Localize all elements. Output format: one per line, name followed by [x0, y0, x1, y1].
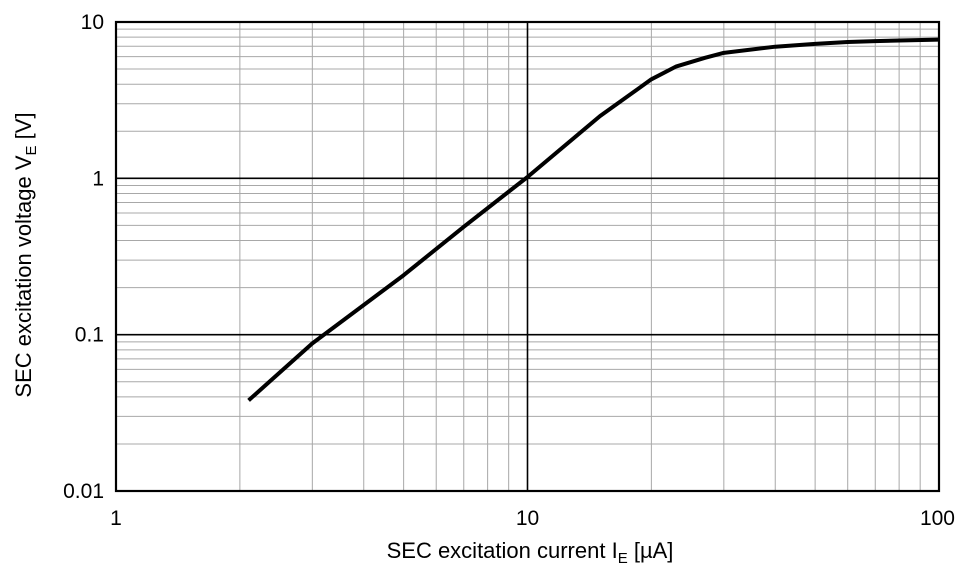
y-tick-label: 10: [81, 11, 104, 34]
y-tick-label: 1: [92, 167, 104, 190]
x-axis-label: SEC excitation current IE [µA]: [387, 538, 674, 567]
y-tick-labels: 0.01 0.1 1 10: [63, 11, 104, 503]
series-layer: [249, 40, 939, 401]
x-tick-label: 1: [110, 507, 122, 530]
series-line: [249, 40, 939, 401]
x-tick-label: 10: [516, 507, 539, 530]
x-tick-labels: 1 10 100: [110, 507, 955, 530]
y-tick-label: 0.01: [63, 480, 104, 503]
x-tick-label: 100: [920, 507, 955, 530]
y-axis-label: SEC excitation voltage VE [V]: [11, 112, 40, 397]
y-tick-label: 0.1: [75, 324, 104, 347]
